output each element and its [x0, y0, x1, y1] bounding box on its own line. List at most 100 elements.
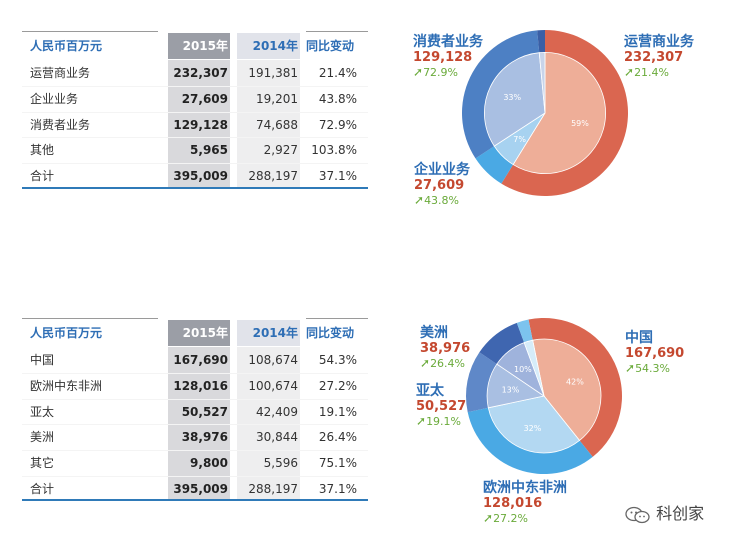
table-row: 消费者业务 129,128 74,688 72.9% — [22, 112, 368, 138]
header-2015: 2015年 — [182, 39, 228, 53]
table-row: 其他 5,965 2,927 103.8% — [22, 137, 368, 163]
up-arrow-icon: ➚ — [416, 414, 427, 428]
row-separator — [22, 163, 368, 165]
slice-change: ➚21.4% — [624, 65, 670, 79]
value-2014: 42,409 — [256, 404, 298, 419]
slice-name: 消费者业务 — [413, 34, 483, 50]
up-arrow-icon: ➚ — [625, 361, 636, 375]
pie-percent-label: 59% — [571, 119, 589, 128]
slice-value: 129,128 — [413, 50, 473, 65]
slice-value: 50,527 — [416, 399, 467, 414]
header-2014: 2014年 — [252, 326, 298, 340]
table-bottom-rule — [22, 187, 368, 189]
yoy-change: 27.2% — [318, 378, 357, 393]
value-2014: 5,596 — [263, 456, 298, 471]
header-unit: 人民币百万元 — [30, 326, 103, 340]
header-unit: 人民币百万元 — [30, 39, 103, 53]
col-2015-bg — [168, 347, 230, 501]
row-label: 其他 — [30, 143, 55, 158]
business-pie-chart: 59% 7% 33% — [462, 30, 628, 196]
col-2015-header-bg — [168, 320, 230, 346]
value-2015: 27,609 — [181, 91, 228, 106]
table-row: 合计 395,009 288,197 37.1% — [22, 476, 368, 502]
pie-slice — [532, 338, 602, 442]
value-2014: 100,674 — [248, 378, 298, 393]
row-separator — [22, 372, 368, 374]
pie-slice — [538, 52, 546, 114]
pie2-label-americas: 美洲 38,976 ➚26.4% — [420, 326, 470, 371]
yoy-change: 26.4% — [318, 430, 357, 445]
yoy-change: 103.8% — [311, 143, 357, 158]
table-row: 中国 167,690 108,674 54.3% — [22, 347, 368, 373]
slice-name: 企业业务 — [414, 162, 470, 178]
table-header: 人民币百万元 2015年 2014年 同比变动 — [22, 33, 368, 59]
pie-slice — [487, 395, 581, 454]
col-2014-header-bg — [237, 33, 300, 59]
header-rule — [22, 31, 158, 32]
row-label: 合计 — [30, 482, 55, 496]
pie2-label-china: 中国 167,690 ➚54.3% — [625, 331, 684, 376]
pie-percent-label: 33% — [503, 93, 521, 102]
row-separator — [22, 450, 368, 452]
value-2014: 108,674 — [248, 353, 298, 367]
yoy-change: 54.3% — [318, 353, 357, 367]
col-2014-bg — [237, 347, 300, 501]
yoy-change: 43.8% — [318, 91, 357, 106]
header-rule — [306, 31, 368, 32]
row-label: 中国 — [30, 353, 55, 367]
watermark: 科创家 — [625, 500, 704, 524]
value-2014: 74,688 — [256, 117, 298, 132]
table-bottom-rule — [22, 499, 368, 501]
slice-change: ➚72.9% — [413, 65, 459, 79]
value-2015: 38,976 — [181, 430, 228, 445]
value-2014: 19,201 — [256, 91, 298, 106]
pie2-label-emea: 欧洲中东非洲 128,016 ➚27.2% — [483, 481, 567, 526]
table-row: 美洲 38,976 30,844 26.4% — [22, 424, 368, 450]
table-row: 欧洲中东非洲 128,016 100,674 27.2% — [22, 373, 368, 399]
yoy-change: 37.1% — [318, 169, 357, 184]
col-2015-header-bg — [168, 33, 230, 59]
slice-change: ➚43.8% — [414, 193, 460, 207]
up-arrow-icon: ➚ — [624, 65, 635, 79]
header-2015: 2015年 — [182, 326, 228, 340]
table-header: 人民币百万元 2015年 2014年 同比变动 — [22, 320, 368, 346]
yoy-change: 21.4% — [318, 66, 357, 80]
pie-slice — [512, 52, 606, 174]
value-2015: 232,307 — [173, 66, 228, 80]
slice-name: 欧洲中东非洲 — [483, 480, 567, 496]
row-separator — [22, 424, 368, 426]
header-2014: 2014年 — [252, 39, 298, 53]
slice-name: 亚太 — [416, 383, 444, 399]
slice-change: ➚27.2% — [483, 511, 529, 525]
pie2-label-apac: 亚太 50,527 ➚19.1% — [416, 384, 466, 429]
slice-change: ➚54.3% — [625, 361, 671, 375]
header-change: 同比变动 — [306, 39, 355, 53]
row-label: 企业业务 — [30, 91, 79, 106]
col-2015-bg — [168, 60, 230, 189]
watermark-text: 科创家 — [656, 504, 705, 523]
table-row: 运营商业务 232,307 191,381 21.4% — [22, 60, 368, 86]
value-2015: 128,016 — [173, 378, 228, 393]
value-2015: 167,690 — [173, 353, 228, 367]
pie-percent-label: 42% — [566, 378, 584, 387]
row-separator — [22, 476, 368, 477]
table-row: 合计 395,009 288,197 37.1% — [22, 163, 368, 189]
value-2014: 288,197 — [248, 482, 298, 496]
value-2015: 5,965 — [190, 143, 228, 158]
value-2015: 9,800 — [190, 456, 228, 471]
slice-name: 美洲 — [420, 325, 448, 341]
up-arrow-icon: ➚ — [414, 193, 425, 207]
yoy-change: 37.1% — [318, 482, 357, 496]
slice-value: 38,976 — [420, 341, 471, 356]
value-2015: 50,527 — [181, 404, 228, 419]
header-change: 同比变动 — [306, 326, 355, 340]
slice-change: ➚26.4% — [420, 356, 466, 370]
yoy-change: 72.9% — [318, 117, 357, 132]
yoy-change: 19.1% — [318, 404, 357, 419]
up-arrow-icon: ➚ — [420, 356, 431, 370]
table-row: 亚太 50,527 42,409 19.1% — [22, 399, 368, 425]
value-2015: 129,128 — [173, 117, 228, 132]
col-2014-bg — [237, 60, 300, 189]
up-arrow-icon: ➚ — [483, 511, 494, 525]
table-row: 企业业务 27,609 19,201 43.8% — [22, 86, 368, 112]
